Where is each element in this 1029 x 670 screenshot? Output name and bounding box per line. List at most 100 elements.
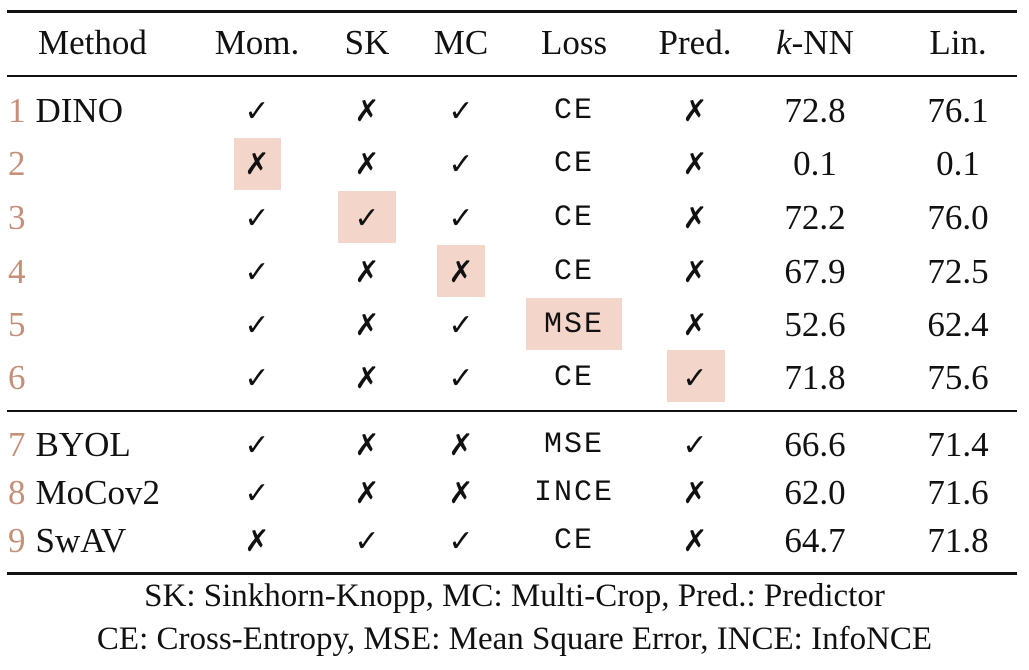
mc-cross-icon: ✗	[448, 427, 474, 463]
knn-value: 64.7	[784, 521, 846, 560]
pred-cross-icon: ✗	[682, 93, 708, 129]
mom-check-icon: ✓	[244, 307, 270, 343]
mc-check-icon: ✓	[448, 146, 474, 182]
header-lin: Lin.	[929, 23, 987, 62]
table-row: 3 ✓ ✓ ✓ CE ✗ 72.2 76.0	[0, 191, 1029, 245]
mom-check-icon: ✓	[244, 254, 270, 290]
knn-value: 71.8	[784, 358, 846, 397]
bottom-rule	[7, 572, 1017, 575]
pred-cross-icon: ✗	[682, 523, 708, 559]
mc-cross-icon: ✗	[448, 254, 474, 290]
lin-value: 76.1	[927, 91, 989, 130]
method-cell: 2	[8, 137, 208, 191]
table-row: 6 ✓ ✗ ✓ CE ✓ 71.8 75.6	[0, 351, 1029, 405]
lin-value: 76.0	[927, 198, 989, 237]
lin-value: 75.6	[927, 358, 989, 397]
table-row: 1 DINO ✓ ✗ ✓ CE ✗ 72.8 76.1	[0, 84, 1029, 138]
loss-cell: INCE	[533, 476, 614, 510]
mom-check-icon: ✓	[244, 93, 270, 129]
sk-cross-icon: ✗	[354, 93, 380, 129]
mom-cross-icon: ✗	[244, 523, 270, 559]
method-cell: 9 SwAV	[8, 514, 208, 568]
row-number: 5	[8, 305, 26, 344]
mc-check-icon: ✓	[448, 360, 474, 396]
loss-cell: CE	[553, 201, 594, 235]
sk-cross-icon: ✗	[354, 475, 380, 511]
knn-value: 62.0	[784, 473, 846, 512]
method-name: MoCov2	[35, 473, 160, 512]
footer-line-1: SK: Sinkhorn-Knopp, MC: Multi-Crop, Pred…	[144, 578, 885, 614]
footer-line-2: CE: Cross-Entropy, MSE: Mean Square Erro…	[96, 621, 933, 657]
header-mc: MC	[433, 23, 489, 62]
loss-cell: CE	[553, 147, 594, 181]
row-number: 1	[8, 91, 26, 130]
row-number: 6	[8, 358, 26, 397]
mom-check-icon: ✓	[244, 427, 270, 463]
table-row: 2 ✗ ✗ ✓ CE ✗ 0.1 0.1	[0, 137, 1029, 191]
method-name: SwAV	[35, 521, 127, 560]
highlight-row3-sk	[338, 191, 396, 243]
knn-value: 52.6	[784, 305, 846, 344]
mc-check-icon: ✓	[448, 307, 474, 343]
header-mom: Mom.	[214, 23, 300, 62]
sk-cross-icon: ✗	[354, 307, 380, 343]
loss-cell: CE	[553, 255, 594, 289]
loss-cell: CE	[553, 524, 594, 558]
loss-cell: MSE	[543, 428, 604, 462]
mom-check-icon: ✓	[244, 200, 270, 236]
knn-value: 72.8	[784, 91, 846, 130]
method-cell: 3	[8, 191, 208, 245]
row-number: 3	[8, 198, 26, 237]
method-cell: 6	[8, 351, 208, 405]
mom-check-icon: ✓	[244, 360, 270, 396]
method-cell: 4	[8, 245, 208, 299]
sk-cross-icon: ✗	[354, 146, 380, 182]
header-method: Method	[38, 23, 147, 62]
group-rule	[7, 410, 1017, 412]
table-header: Method Mom. SK MC Loss Pred. k -NN Lin.	[0, 16, 1029, 70]
pred-cross-icon: ✗	[682, 307, 708, 343]
lin-value: 72.5	[927, 252, 989, 291]
table-row: 4 ✓ ✗ ✗ CE ✗ 67.9 72.5	[0, 245, 1029, 299]
header-knn-k: k	[776, 23, 792, 62]
method-cell: 5	[8, 298, 208, 352]
header-knn-suffix: -NN	[791, 23, 854, 62]
header-sk: SK	[344, 23, 390, 62]
highlight-row5-loss	[526, 298, 622, 350]
lin-value: 71.8	[927, 521, 989, 560]
table-row: 7 BYOL ✓ ✗ ✗ MSE ✓ 66.6 71.4	[0, 418, 1029, 472]
method-cell: 7 BYOL	[8, 418, 208, 472]
method-name: DINO	[35, 91, 123, 130]
pred-cross-icon: ✗	[682, 254, 708, 290]
loss-cell: CE	[553, 94, 594, 128]
mom-check-icon: ✓	[244, 475, 270, 511]
mom-cross-icon: ✗	[244, 146, 270, 182]
loss-cell: MSE	[543, 308, 604, 342]
row-number: 9	[8, 521, 26, 560]
sk-cross-icon: ✗	[354, 427, 380, 463]
method-name: BYOL	[35, 425, 131, 464]
knn-value: 72.2	[784, 198, 846, 237]
row-number: 4	[8, 252, 26, 291]
row-number: 2	[8, 144, 26, 183]
pred-check-icon: ✓	[682, 360, 708, 396]
knn-value: 66.6	[784, 425, 846, 464]
lin-value: 62.4	[927, 305, 989, 344]
row-number: 7	[8, 425, 26, 464]
sk-cross-icon: ✗	[354, 254, 380, 290]
mc-check-icon: ✓	[448, 93, 474, 129]
top-rule	[7, 10, 1017, 13]
header-pred: Pred.	[658, 23, 732, 62]
row-number: 8	[8, 473, 26, 512]
lin-value: 0.1	[936, 144, 980, 183]
lin-value: 71.4	[927, 425, 989, 464]
knn-value: 67.9	[784, 252, 846, 291]
pred-check-icon: ✓	[682, 427, 708, 463]
highlight-row2-mom	[234, 138, 281, 190]
lin-value: 71.6	[927, 473, 989, 512]
knn-value: 0.1	[793, 144, 837, 183]
table-row: 5 ✓ ✗ ✓ MSE ✗ 52.6 62.4	[0, 298, 1029, 352]
sk-check-icon: ✓	[354, 523, 380, 559]
table-row: 9 SwAV ✗ ✓ ✓ CE ✗ 64.7 71.8	[0, 514, 1029, 568]
pred-cross-icon: ✗	[682, 146, 708, 182]
